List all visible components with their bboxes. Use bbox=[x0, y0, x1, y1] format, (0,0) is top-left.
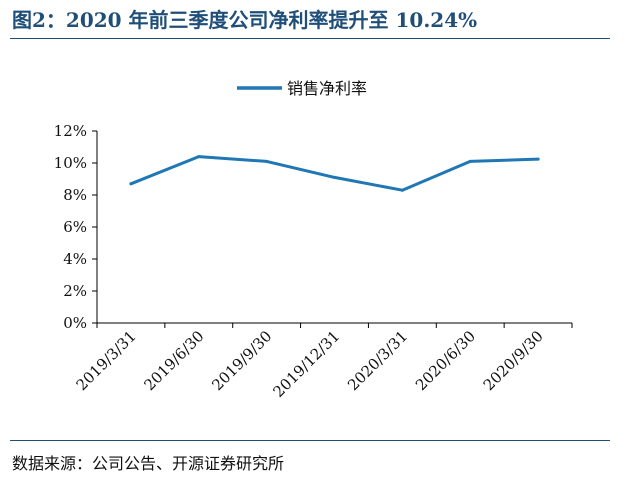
axes: 0% 2% 4% 6% 8% 10% 12% 2019/3/31 2019/6/30 2019/9… bbox=[54, 122, 573, 401]
data-point bbox=[400, 188, 404, 192]
x-tick-label: 2020/6/30 bbox=[412, 327, 479, 394]
data-point bbox=[536, 157, 540, 161]
series-line bbox=[129, 155, 540, 192]
title-divider bbox=[10, 38, 610, 39]
y-tick-label: 0% bbox=[63, 314, 87, 332]
legend-label: 销售净利率 bbox=[287, 79, 367, 98]
figure-title: 图2：2020 年前三季度公司净利率提升至 10.24% bbox=[12, 8, 478, 32]
series-line-group bbox=[129, 155, 540, 192]
x-tick-label: 2019/3/31 bbox=[73, 327, 140, 394]
y-tick-label: 10% bbox=[54, 154, 87, 172]
y-tick-label: 4% bbox=[63, 250, 87, 268]
x-tick-label: 2020/3/31 bbox=[344, 327, 411, 394]
y-tick-label: 6% bbox=[63, 218, 87, 236]
data-point bbox=[197, 155, 201, 159]
x-tick-label: 2019/6/30 bbox=[140, 327, 207, 394]
y-tick-label: 12% bbox=[54, 122, 87, 140]
x-tick-label: 2019/9/30 bbox=[208, 327, 275, 394]
data-point bbox=[265, 159, 269, 163]
data-point bbox=[333, 175, 336, 179]
legend: 销售净利率 bbox=[237, 79, 367, 98]
x-tick-label: 2020/9/30 bbox=[480, 327, 547, 394]
footer-divider bbox=[10, 440, 610, 441]
data-point bbox=[129, 182, 133, 186]
y-tick-label: 8% bbox=[63, 186, 87, 204]
source-note: 数据来源：公司公告、开源证券研究所 bbox=[12, 454, 285, 473]
data-point bbox=[468, 159, 472, 163]
x-tick-label: 2019/12/31 bbox=[269, 327, 343, 401]
y-tick-label: 2% bbox=[63, 282, 87, 300]
